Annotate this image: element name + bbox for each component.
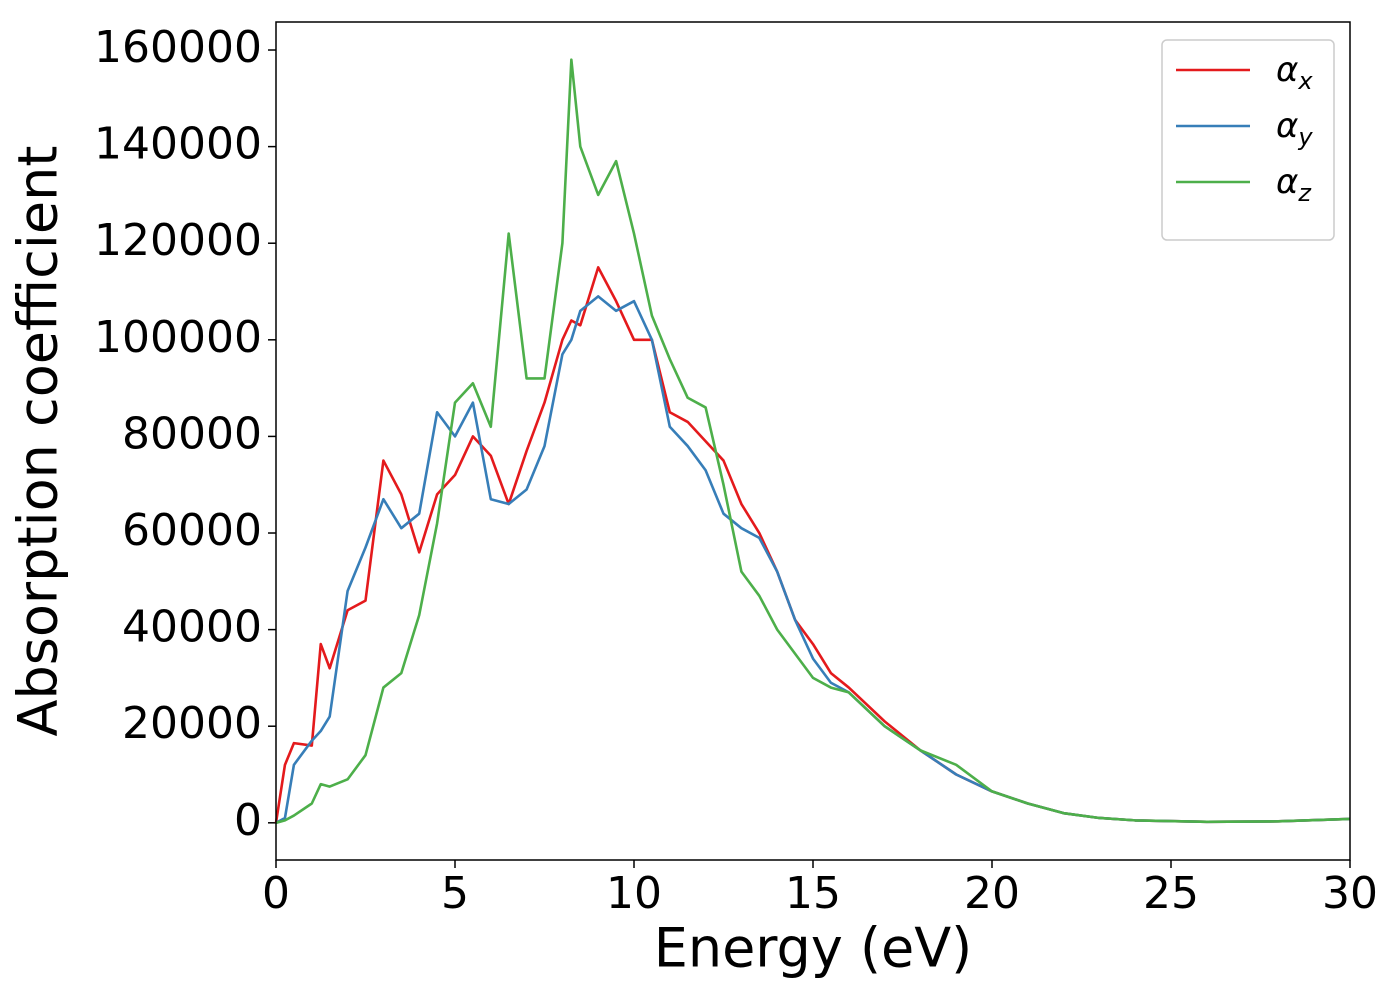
y-tick-label: 140000 (94, 119, 262, 170)
y-tick-label: 80000 (122, 408, 262, 459)
x-tick-label: 25 (1143, 868, 1199, 919)
x-tick-label: 20 (964, 868, 1020, 919)
y-tick-label: 160000 (94, 22, 262, 73)
x-tick-label: 15 (785, 868, 841, 919)
y-tick-label: 0 (234, 795, 262, 846)
y-tick-label: 40000 (122, 602, 262, 653)
legend-label: αy (1276, 106, 1313, 151)
data-line (275, 58, 1351, 825)
legend-label: αz (1276, 162, 1312, 207)
y-tick-label: 120000 (94, 215, 262, 266)
y-tick-label: 20000 (122, 698, 262, 749)
x-tick-label: 5 (441, 868, 469, 919)
x-axis-label: Energy (eV) (654, 917, 973, 980)
x-tick-label: 30 (1322, 868, 1378, 919)
y-tick-label: 60000 (122, 505, 262, 556)
x-tick-label: 10 (606, 868, 662, 919)
legend-box (1161, 39, 1335, 241)
data-line (274, 266, 1351, 824)
y-axis-label: Absorption coefficient (7, 146, 70, 737)
plot-frame (275, 21, 1351, 861)
y-tick-label: 100000 (94, 312, 262, 363)
x-tick-label: 0 (262, 868, 290, 919)
legend-label: αx (1276, 50, 1313, 95)
data-line (275, 295, 1351, 824)
